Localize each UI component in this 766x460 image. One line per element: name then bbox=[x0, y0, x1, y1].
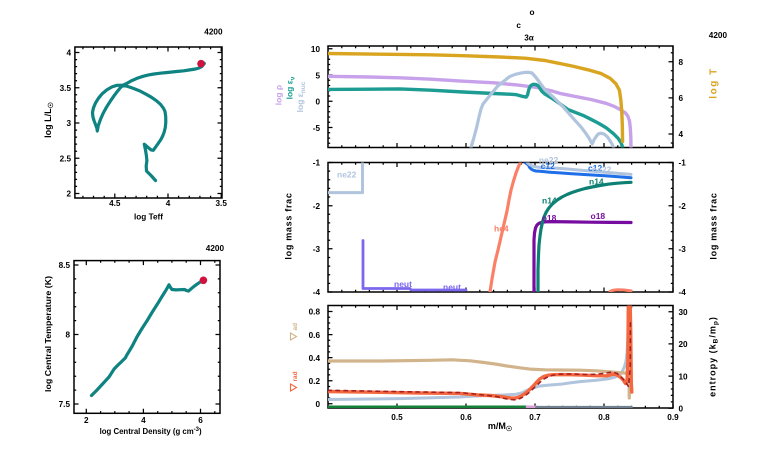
svg-text:2: 2 bbox=[84, 416, 89, 425]
svg-text:6: 6 bbox=[198, 416, 203, 425]
svg-text:5: 5 bbox=[315, 71, 320, 80]
svg-text:c12: c12 bbox=[588, 163, 602, 173]
svg-text:4200: 4200 bbox=[206, 244, 225, 253]
svg-text:log L/L☉: log L/L☉ bbox=[43, 102, 55, 138]
svg-text:0.5: 0.5 bbox=[391, 413, 403, 422]
svg-text:-4: -4 bbox=[679, 288, 687, 297]
svg-text:log mass frac: log mass frac bbox=[709, 192, 719, 259]
svg-text:30: 30 bbox=[679, 308, 689, 317]
svg-text:4: 4 bbox=[166, 199, 171, 208]
svg-text:log εν: log εν bbox=[285, 76, 297, 99]
svg-text:7.5: 7.5 bbox=[59, 400, 71, 409]
svg-text:8: 8 bbox=[65, 331, 70, 340]
svg-text:-2: -2 bbox=[679, 202, 687, 211]
svg-text:2: 2 bbox=[66, 190, 71, 199]
svg-text:n14: n14 bbox=[542, 196, 557, 206]
svg-text:ne22: ne22 bbox=[337, 170, 357, 180]
svg-text:0.7: 0.7 bbox=[529, 413, 541, 422]
svg-text:8.5: 8.5 bbox=[59, 261, 71, 270]
svg-text:4200: 4200 bbox=[204, 28, 223, 37]
svg-text:log Central Temperature (K): log Central Temperature (K) bbox=[43, 276, 53, 392]
svg-text:he4: he4 bbox=[494, 224, 509, 234]
svg-text:o18: o18 bbox=[591, 211, 606, 221]
svg-text:3.5: 3.5 bbox=[60, 84, 72, 93]
svg-text:0.6: 0.6 bbox=[460, 413, 472, 422]
svg-text:ad: ad bbox=[292, 323, 299, 331]
svg-text:ne22: ne22 bbox=[592, 165, 612, 175]
svg-text:2.5: 2.5 bbox=[60, 154, 72, 163]
svg-text:20: 20 bbox=[679, 340, 689, 349]
svg-text:10: 10 bbox=[679, 372, 689, 381]
svg-text:ne22: ne22 bbox=[539, 155, 559, 165]
svg-text:3α: 3α bbox=[524, 34, 534, 43]
svg-text:-5: -5 bbox=[313, 124, 321, 133]
svg-text:neut: neut bbox=[443, 282, 461, 292]
svg-text:6: 6 bbox=[679, 94, 684, 103]
svg-text:c: c bbox=[516, 21, 521, 30]
svg-text:0.2: 0.2 bbox=[309, 377, 321, 386]
svg-text:-1: -1 bbox=[679, 159, 687, 168]
svg-text:0.4: 0.4 bbox=[309, 354, 321, 363]
svg-text:log Central Density (g cm-3): log Central Density (g cm-3) bbox=[100, 426, 202, 436]
svg-text:-2: -2 bbox=[313, 202, 321, 211]
svg-text:rad: rad bbox=[292, 371, 299, 381]
svg-text:0.6: 0.6 bbox=[309, 331, 321, 340]
svg-text:0: 0 bbox=[679, 405, 684, 414]
svg-text:-1: -1 bbox=[313, 159, 321, 168]
svg-text:0.8: 0.8 bbox=[309, 308, 321, 317]
svg-text:4: 4 bbox=[141, 416, 146, 425]
svg-text:3.5: 3.5 bbox=[216, 199, 228, 208]
svg-text:log Teff: log Teff bbox=[134, 213, 163, 222]
svg-text:log T: log T bbox=[709, 67, 720, 98]
svg-text:0.9: 0.9 bbox=[667, 413, 679, 422]
svg-text:o18: o18 bbox=[542, 213, 557, 223]
svg-text:10: 10 bbox=[311, 45, 321, 54]
svg-text:log ρ: log ρ bbox=[274, 85, 284, 105]
svg-text:neut: neut bbox=[394, 279, 412, 289]
svg-text:entropy (kB/mp): entropy (kB/mp) bbox=[708, 316, 720, 397]
svg-text:4: 4 bbox=[679, 130, 684, 139]
svg-text:4200: 4200 bbox=[709, 31, 728, 40]
svg-text:4: 4 bbox=[66, 49, 71, 58]
svg-text:-4: -4 bbox=[313, 288, 321, 297]
svg-text:-3: -3 bbox=[313, 245, 321, 254]
svg-text:c12: c12 bbox=[541, 161, 555, 171]
svg-text:4.5: 4.5 bbox=[109, 199, 121, 208]
svg-text:3: 3 bbox=[66, 119, 71, 128]
svg-text:-3: -3 bbox=[679, 245, 687, 254]
svg-text:0: 0 bbox=[315, 400, 320, 409]
svg-text:n14: n14 bbox=[589, 177, 604, 187]
svg-text:0.8: 0.8 bbox=[598, 413, 610, 422]
svg-text:log mass frac: log mass frac bbox=[284, 192, 294, 259]
svg-text:0: 0 bbox=[315, 98, 320, 107]
svg-text:8: 8 bbox=[679, 58, 684, 67]
svg-text:o: o bbox=[529, 8, 534, 17]
